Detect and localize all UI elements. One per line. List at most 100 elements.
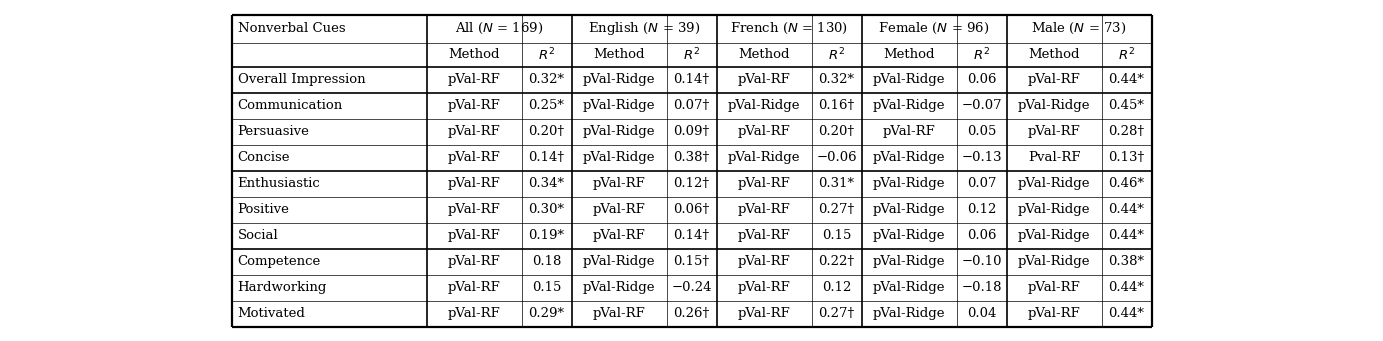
- Text: 0.05: 0.05: [967, 125, 996, 138]
- Text: 0.07†: 0.07†: [674, 99, 709, 112]
- Text: pVal-Ridge: pVal-Ridge: [873, 177, 945, 190]
- Text: Method: Method: [448, 48, 499, 61]
- Text: pVal-Ridge: pVal-Ridge: [582, 73, 656, 86]
- Text: pVal-RF: pVal-RF: [448, 125, 501, 138]
- Text: −0.06: −0.06: [816, 151, 857, 164]
- Text: 0.15: 0.15: [532, 281, 561, 294]
- Text: 0.12: 0.12: [822, 281, 851, 294]
- Text: 0.34*: 0.34*: [528, 177, 564, 190]
- Text: Pval-RF: Pval-RF: [1028, 151, 1080, 164]
- Text: pVal-RF: pVal-RF: [448, 229, 501, 242]
- Text: 0.30*: 0.30*: [528, 203, 564, 216]
- Text: All ($N$ = 169): All ($N$ = 169): [455, 21, 544, 36]
- Text: Female ($N$ = 96): Female ($N$ = 96): [878, 21, 990, 36]
- Text: pVal-RF: pVal-RF: [448, 177, 501, 190]
- Text: pVal-Ridge: pVal-Ridge: [727, 151, 801, 164]
- Text: 0.44*: 0.44*: [1109, 203, 1145, 216]
- Text: 0.06: 0.06: [967, 73, 996, 86]
- Text: pVal-RF: pVal-RF: [448, 307, 501, 320]
- Text: Nonverbal Cues: Nonverbal Cues: [238, 22, 346, 35]
- Text: 0.44*: 0.44*: [1109, 281, 1145, 294]
- Text: pVal-Ridge: pVal-Ridge: [582, 99, 656, 112]
- Text: 0.15†: 0.15†: [674, 255, 709, 268]
- Text: 0.18: 0.18: [532, 255, 561, 268]
- Text: 0.06: 0.06: [967, 229, 996, 242]
- Text: Method: Method: [593, 48, 644, 61]
- Text: 0.06†: 0.06†: [674, 203, 709, 216]
- Text: $R^2$: $R^2$: [538, 46, 555, 63]
- Text: 0.46*: 0.46*: [1109, 177, 1145, 190]
- Text: Method: Method: [1028, 48, 1080, 61]
- Text: 0.12†: 0.12†: [674, 177, 709, 190]
- Text: pVal-RF: pVal-RF: [737, 307, 790, 320]
- Text: 0.38*: 0.38*: [1109, 255, 1145, 268]
- Text: 0.28†: 0.28†: [1108, 125, 1145, 138]
- Text: pVal-RF: pVal-RF: [737, 73, 790, 86]
- Text: French ($N$ = 130): French ($N$ = 130): [730, 21, 848, 36]
- Text: 0.29*: 0.29*: [528, 307, 564, 320]
- Text: pVal-RF: pVal-RF: [1028, 281, 1080, 294]
- Text: pVal-Ridge: pVal-Ridge: [1018, 99, 1090, 112]
- Text: pVal-RF: pVal-RF: [448, 203, 501, 216]
- Text: 0.14†: 0.14†: [528, 151, 564, 164]
- Text: pVal-Ridge: pVal-Ridge: [1018, 255, 1090, 268]
- Text: pVal-Ridge: pVal-Ridge: [1018, 177, 1090, 190]
- Text: pVal-RF: pVal-RF: [882, 125, 935, 138]
- Text: pVal-RF: pVal-RF: [1028, 307, 1080, 320]
- Text: −0.07: −0.07: [961, 99, 1001, 112]
- Text: pVal-RF: pVal-RF: [1028, 125, 1080, 138]
- Text: Hardworking: Hardworking: [238, 281, 326, 294]
- Text: pVal-RF: pVal-RF: [737, 177, 790, 190]
- Text: pVal-RF: pVal-RF: [593, 229, 646, 242]
- Text: 0.25*: 0.25*: [528, 99, 564, 112]
- Text: pVal-RF: pVal-RF: [593, 307, 646, 320]
- Text: −0.18: −0.18: [961, 281, 1001, 294]
- Text: pVal-RF: pVal-RF: [448, 255, 501, 268]
- Text: pVal-Ridge: pVal-Ridge: [873, 229, 945, 242]
- Text: Competence: Competence: [238, 255, 321, 268]
- Text: 0.44*: 0.44*: [1109, 229, 1145, 242]
- Text: Communication: Communication: [238, 99, 343, 112]
- Text: 0.26†: 0.26†: [674, 307, 709, 320]
- Text: Male ($N$ = 73): Male ($N$ = 73): [1032, 21, 1127, 36]
- Text: $R^2$: $R^2$: [828, 46, 845, 63]
- Text: 0.19*: 0.19*: [528, 229, 564, 242]
- Text: 0.20†: 0.20†: [819, 125, 855, 138]
- Text: 0.15: 0.15: [822, 229, 851, 242]
- Text: pVal-Ridge: pVal-Ridge: [1018, 203, 1090, 216]
- Text: pVal-Ridge: pVal-Ridge: [582, 281, 656, 294]
- Text: Persuasive: Persuasive: [238, 125, 310, 138]
- Text: pVal-RF: pVal-RF: [737, 203, 790, 216]
- Text: Social: Social: [238, 229, 278, 242]
- Text: 0.14†: 0.14†: [674, 229, 709, 242]
- Text: 0.13†: 0.13†: [1108, 151, 1145, 164]
- Text: 0.27†: 0.27†: [819, 203, 855, 216]
- Text: 0.32*: 0.32*: [528, 73, 564, 86]
- Text: pVal-Ridge: pVal-Ridge: [873, 255, 945, 268]
- Text: 0.16†: 0.16†: [819, 99, 855, 112]
- Text: pVal-Ridge: pVal-Ridge: [873, 73, 945, 86]
- Text: Concise: Concise: [238, 151, 290, 164]
- Text: $R^2$: $R^2$: [1117, 46, 1135, 63]
- Text: pVal-RF: pVal-RF: [737, 255, 790, 268]
- Text: 0.12: 0.12: [967, 203, 996, 216]
- Text: 0.44*: 0.44*: [1109, 73, 1145, 86]
- Text: pVal-Ridge: pVal-Ridge: [1018, 229, 1090, 242]
- Text: pVal-RF: pVal-RF: [593, 177, 646, 190]
- Text: 0.20†: 0.20†: [528, 125, 564, 138]
- Text: pVal-RF: pVal-RF: [737, 281, 790, 294]
- Text: English ($N$ = 39): English ($N$ = 39): [588, 20, 700, 37]
- Text: pVal-Ridge: pVal-Ridge: [727, 99, 801, 112]
- Text: 0.09†: 0.09†: [674, 125, 709, 138]
- Text: pVal-Ridge: pVal-Ridge: [582, 125, 656, 138]
- Text: Positive: Positive: [238, 203, 289, 216]
- Text: 0.14†: 0.14†: [674, 73, 709, 86]
- Text: 0.04: 0.04: [967, 307, 996, 320]
- Text: pVal-Ridge: pVal-Ridge: [873, 307, 945, 320]
- Text: pVal-RF: pVal-RF: [1028, 73, 1080, 86]
- Text: pVal-RF: pVal-RF: [593, 203, 646, 216]
- Text: 0.32*: 0.32*: [819, 73, 855, 86]
- Text: pVal-Ridge: pVal-Ridge: [873, 203, 945, 216]
- Text: pVal-Ridge: pVal-Ridge: [582, 151, 656, 164]
- Text: pVal-RF: pVal-RF: [448, 281, 501, 294]
